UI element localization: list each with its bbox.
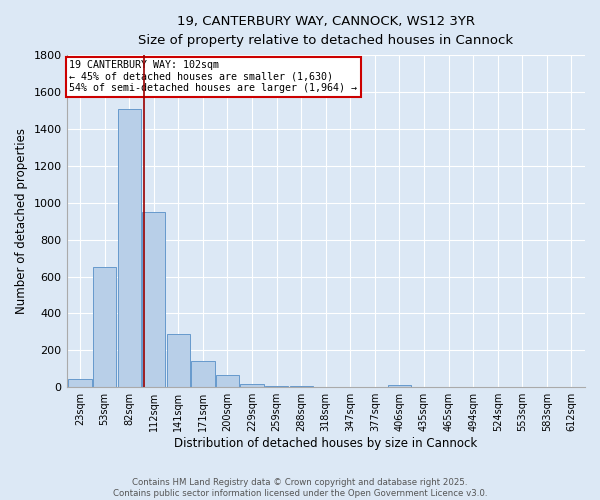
Title: 19, CANTERBURY WAY, CANNOCK, WS12 3YR
Size of property relative to detached hous: 19, CANTERBURY WAY, CANNOCK, WS12 3YR Si… [138, 15, 514, 47]
Text: 19 CANTERBURY WAY: 102sqm
← 45% of detached houses are smaller (1,630)
54% of se: 19 CANTERBURY WAY: 102sqm ← 45% of detac… [69, 60, 357, 94]
Bar [290, 386, 313, 387]
Bar [241, 384, 264, 387]
Bar [142, 212, 166, 387]
Y-axis label: Number of detached properties: Number of detached properties [15, 128, 28, 314]
Bar [68, 379, 92, 387]
Bar [93, 268, 116, 387]
Bar [118, 108, 141, 387]
Bar [191, 362, 215, 387]
Bar [265, 386, 288, 387]
Bar [216, 375, 239, 387]
X-axis label: Distribution of detached houses by size in Cannock: Distribution of detached houses by size … [174, 437, 478, 450]
Text: Contains HM Land Registry data © Crown copyright and database right 2025.
Contai: Contains HM Land Registry data © Crown c… [113, 478, 487, 498]
Bar [388, 386, 411, 387]
Bar [167, 334, 190, 387]
